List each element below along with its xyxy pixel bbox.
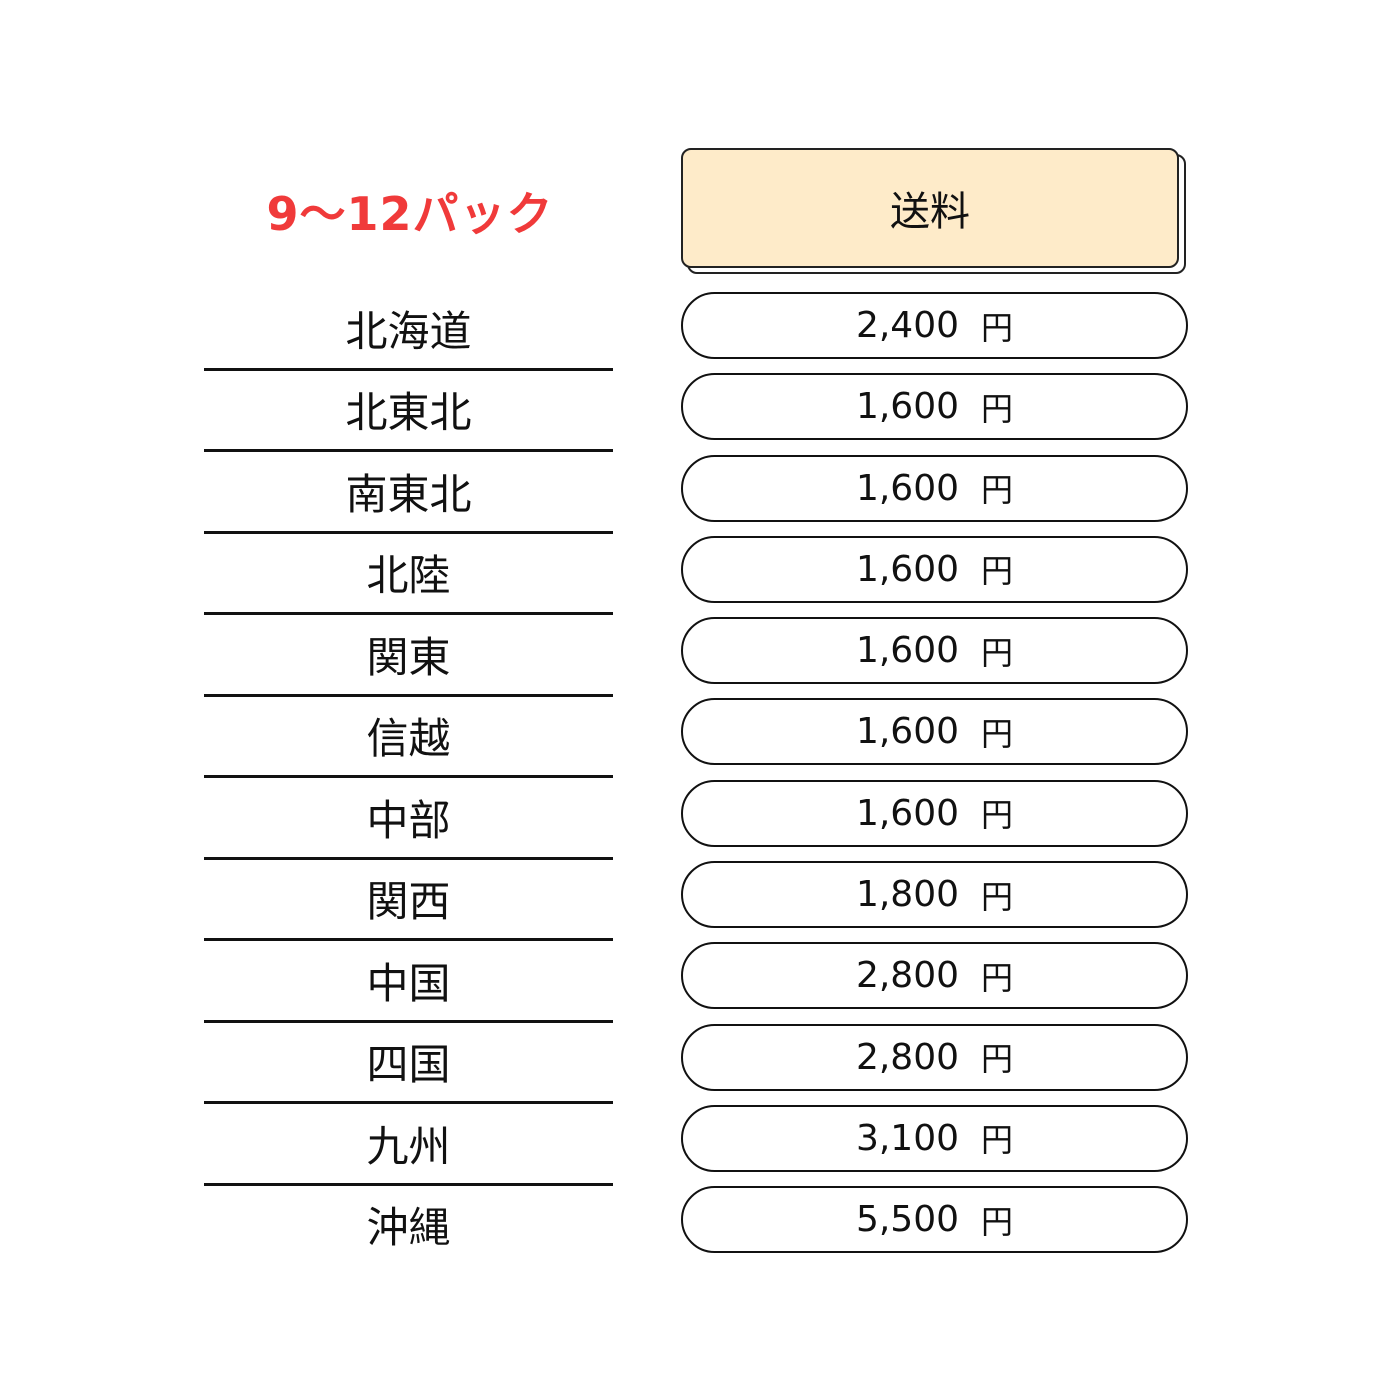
price-value: 2,800	[855, 955, 960, 997]
yen-unit: 円	[981, 877, 1014, 916]
region-label: 沖縄	[366, 1203, 451, 1253]
price-value: 1,600	[855, 711, 960, 753]
price-pill: 3,100 円	[681, 1104, 1188, 1172]
yen-unit: 円	[981, 633, 1014, 672]
yen-unit: 円	[981, 389, 1014, 428]
price-pill: 1,600 円	[681, 779, 1188, 847]
region-label: 北陸	[204, 534, 613, 615]
shipping-fee-header: 送料	[681, 148, 1179, 268]
price-pill: 1,600 円	[681, 698, 1188, 766]
price-pill: 1,600 円	[681, 535, 1188, 603]
price-value: 1,600	[855, 467, 960, 509]
price-pill: 1,600 円	[681, 373, 1188, 441]
region-label: 北東北	[204, 371, 613, 452]
price-value: 1,800	[855, 874, 960, 916]
price-pill: 2,400 円	[681, 292, 1188, 359]
yen-unit: 円	[981, 1202, 1014, 1241]
yen-unit: 円	[981, 308, 1014, 347]
price-pill: 2,800 円	[681, 1023, 1188, 1091]
region-label: 関東	[204, 615, 613, 697]
price-pill: 1,800 円	[681, 861, 1188, 929]
region-label: 中部	[204, 778, 613, 860]
price-value: 1,600	[855, 386, 960, 428]
price-value: 1,600	[855, 630, 960, 672]
price-value: 3,100	[855, 1117, 960, 1159]
region-label: 信越	[204, 697, 613, 778]
price-value: 2,400	[855, 305, 960, 346]
price-value: 1,600	[855, 792, 960, 834]
page-title: 9〜12パック	[266, 187, 554, 241]
yen-unit: 円	[981, 1040, 1014, 1079]
region-label: 南東北	[204, 452, 613, 534]
region-label: 中国	[204, 941, 613, 1023]
region-label: 関西	[204, 860, 613, 941]
region-label: 四国	[204, 1023, 613, 1104]
price-value: 2,800	[855, 1036, 960, 1078]
yen-unit: 円	[981, 714, 1014, 753]
yen-unit: 円	[981, 1121, 1014, 1160]
region-label: 北海道	[204, 289, 613, 371]
price-value: 5,500	[855, 1199, 960, 1241]
region-label: 九州	[204, 1104, 613, 1186]
price-pill: 1,600 円	[681, 454, 1188, 522]
region-list: 北海道 北東北 南東北 北陸 関東 信越 中部 関西 中国 四国 九州沖縄	[204, 289, 613, 1264]
yen-unit: 円	[981, 796, 1014, 835]
price-list: 2,400 円 1,600 円 1,600 円 1,600 円 1,600 円 1,600 円 1,60…	[681, 292, 1189, 1268]
yen-unit: 円	[981, 471, 1014, 510]
price-pill: 2,800 円	[681, 942, 1188, 1010]
price-pill: 1,600 円	[681, 617, 1188, 685]
price-pill: 5,500 円	[681, 1186, 1188, 1254]
yen-unit: 円	[981, 958, 1014, 997]
yen-unit: 円	[981, 552, 1014, 591]
price-value: 1,600	[855, 548, 960, 590]
